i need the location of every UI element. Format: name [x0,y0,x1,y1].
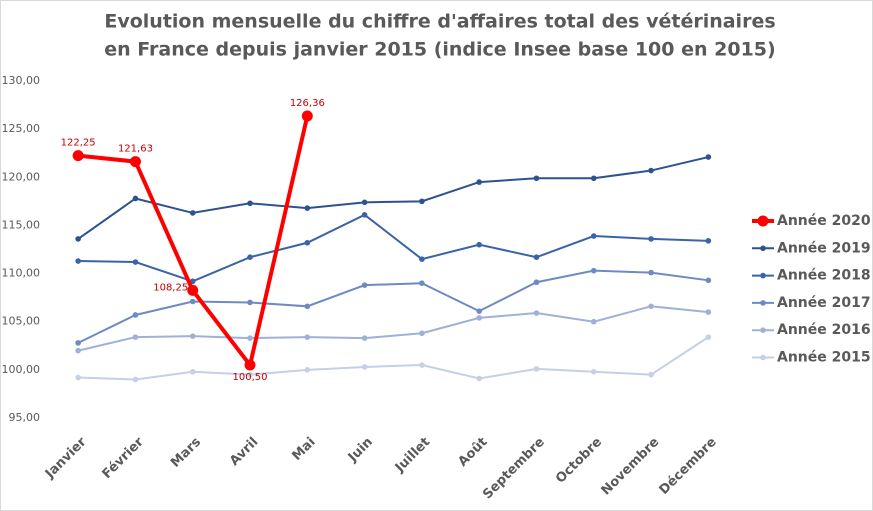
series-line [77,269,709,344]
y-tick-label: 130,00 [2,74,41,87]
series-line [77,156,709,240]
data-point [419,280,425,287]
data-point [361,212,368,218]
data-point [247,254,253,261]
data-point [189,210,196,216]
legend-marker [760,327,766,334]
data-point [419,256,425,262]
y-tick-label: 95,00 [9,411,41,424]
data-point [705,238,712,244]
data-point [590,368,597,375]
data-point [304,303,311,310]
data-point [590,233,597,239]
data-point [533,175,540,182]
data-point [590,267,597,274]
data-point [132,312,139,318]
data-point [75,340,81,346]
data-point [476,375,482,382]
data-point [705,154,712,160]
chart-title: en France depuis janvier 2015 (indice In… [104,39,775,61]
data-label: 126,36 [290,98,325,109]
data-point [189,298,196,305]
legend-marker [760,272,766,279]
data-point [705,309,712,315]
data-point [189,368,196,375]
data-label: 108,25 [153,282,188,293]
data-point [244,359,256,371]
data-point [648,303,654,310]
data-point [187,284,199,296]
data-point [247,371,253,378]
legend-marker [760,354,766,361]
data-point [132,259,139,265]
data-point [533,254,540,261]
data-point [247,335,253,341]
data-point [419,330,425,337]
data-point [648,236,654,242]
legend-marker [760,245,766,252]
data-point [590,175,597,182]
data-point [247,200,253,207]
data-point [648,269,654,276]
data-point [648,371,654,378]
legend-marker [757,215,769,227]
data-point [533,366,540,372]
data-point [304,239,311,246]
y-tick-label: 110,00 [2,267,41,280]
chart-title: Evolution mensuelle du chiffre d'affaire… [104,11,775,33]
data-point [533,310,540,316]
data-point [361,199,368,206]
legend-label: Année 2018 [777,268,871,284]
data-point [476,241,482,248]
series-line [78,213,709,283]
data-label: 122,25 [61,138,96,149]
data-point [648,167,654,174]
legend-label: Année 2019 [777,240,871,256]
legend-label: Année 2017 [777,295,871,311]
data-point [476,315,482,321]
data-point [75,258,81,264]
data-point [533,279,540,286]
legend-label: Année 2015 [777,350,871,366]
data-label: 100,50 [233,372,268,383]
data-point [476,308,482,314]
legend-marker [760,300,766,306]
data-point [705,334,712,340]
data-point [132,376,139,383]
y-tick-label: 100,00 [2,363,41,376]
data-point [361,364,368,370]
data-point [590,318,597,325]
data-point [361,282,368,288]
data-point [132,334,139,340]
data-point [129,156,141,168]
data-point [304,367,311,373]
data-point [705,277,712,284]
y-tick-label: 120,00 [2,170,41,183]
y-tick-label: 115,00 [2,218,41,231]
y-tick-label: 105,00 [2,315,41,328]
data-point [75,347,81,354]
data-point [361,335,368,341]
data-point [304,205,311,211]
legend-label: Année 2016 [777,322,871,338]
data-point [301,110,313,122]
data-point [419,362,425,368]
y-tick-label: 125,00 [2,122,41,135]
data-point [247,299,253,306]
data-point [72,150,84,162]
series-line [77,305,709,352]
data-point [419,198,425,205]
data-point [189,333,196,339]
data-point [304,334,311,340]
data-label: 121,63 [118,144,153,155]
data-point [75,374,81,381]
legend-label: Année 2020 [777,213,871,229]
data-point [476,179,482,185]
series-line [78,336,709,381]
data-point [132,195,139,202]
data-point [75,236,81,242]
